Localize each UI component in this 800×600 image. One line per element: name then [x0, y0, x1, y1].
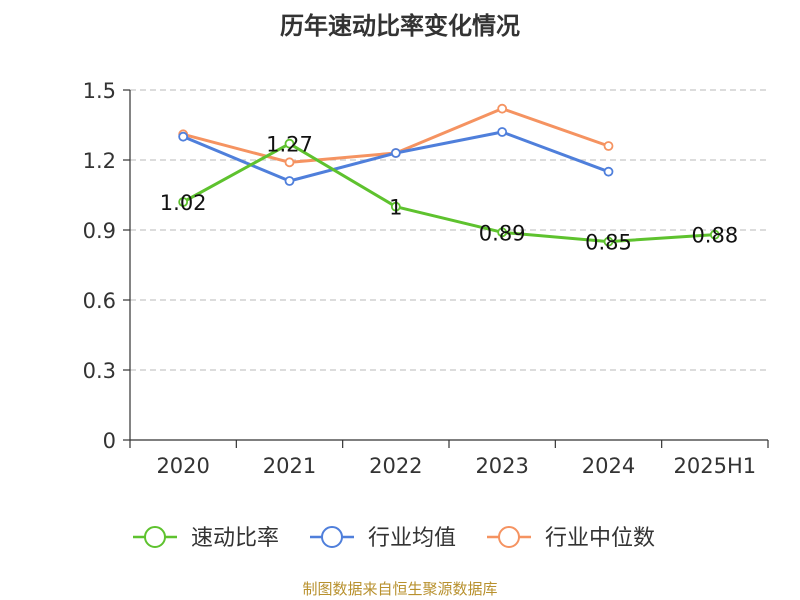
data-point — [390, 148, 401, 158]
data-label: 1 — [389, 196, 402, 220]
legend-marker — [144, 526, 166, 548]
data-point — [178, 197, 189, 207]
data-point — [497, 227, 508, 238]
x-tick-label: 2022 — [369, 454, 422, 478]
y-tick-label: 0 — [103, 429, 116, 453]
x-tick-label: 2023 — [475, 454, 528, 478]
legend-label: 行业中位数 — [545, 526, 655, 551]
y-tick-label: 1.5 — [83, 79, 116, 103]
legend-label: 速动比率 — [191, 526, 279, 551]
data-label: 1.02 — [160, 191, 207, 215]
data-label: 0.85 — [585, 231, 632, 255]
data-point — [390, 201, 401, 212]
data-point — [603, 166, 614, 177]
axes: 0 0.3 0.6 0.9 1.2 1.5 2020 2021 2022 2023 2024 2025… — [83, 79, 769, 478]
chart-title: 历年速动比率变化情况 — [280, 12, 520, 40]
y-tick-label: 0.6 — [83, 289, 116, 313]
legend-marker — [498, 526, 520, 548]
data-label: 1.27 — [266, 133, 313, 157]
y-tick-label: 0.9 — [83, 219, 116, 243]
x-tick-label: 2025H1 — [674, 454, 757, 478]
legend-marker — [321, 526, 343, 548]
y-tick-label: 0.3 — [83, 359, 116, 383]
data-point — [497, 103, 508, 114]
x-tick-label: 2024 — [582, 454, 635, 478]
grid-lines — [130, 89, 768, 371]
series-lines — [178, 103, 720, 247]
data-label: 0.88 — [691, 224, 738, 248]
data-point — [284, 176, 295, 186]
x-tick-label: 2021 — [263, 454, 316, 478]
data-point — [178, 131, 189, 142]
x-tick-label: 2020 — [156, 454, 209, 478]
data-point — [603, 141, 614, 151]
series-line — [182, 142, 715, 244]
data-point — [603, 236, 614, 247]
data-labels: 1.02 1.27 1 0.89 0.85 0.88 — [160, 133, 738, 255]
data-point — [284, 138, 295, 149]
data-point — [709, 229, 720, 240]
data-point — [497, 127, 508, 137]
legend: 速动比率 行业均值 行业中位数 — [133, 526, 655, 551]
legend-label: 行业均值 — [368, 526, 456, 551]
source-note: 制图数据来自恒生聚源数据库 — [302, 580, 498, 598]
y-tick-label: 1.2 — [83, 149, 116, 173]
data-label: 0.89 — [479, 221, 526, 245]
data-point — [284, 157, 295, 168]
